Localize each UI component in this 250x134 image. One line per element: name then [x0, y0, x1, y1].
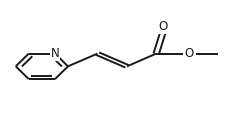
Text: N: N	[50, 47, 59, 60]
Text: O: O	[184, 47, 194, 60]
Text: O: O	[158, 20, 168, 33]
